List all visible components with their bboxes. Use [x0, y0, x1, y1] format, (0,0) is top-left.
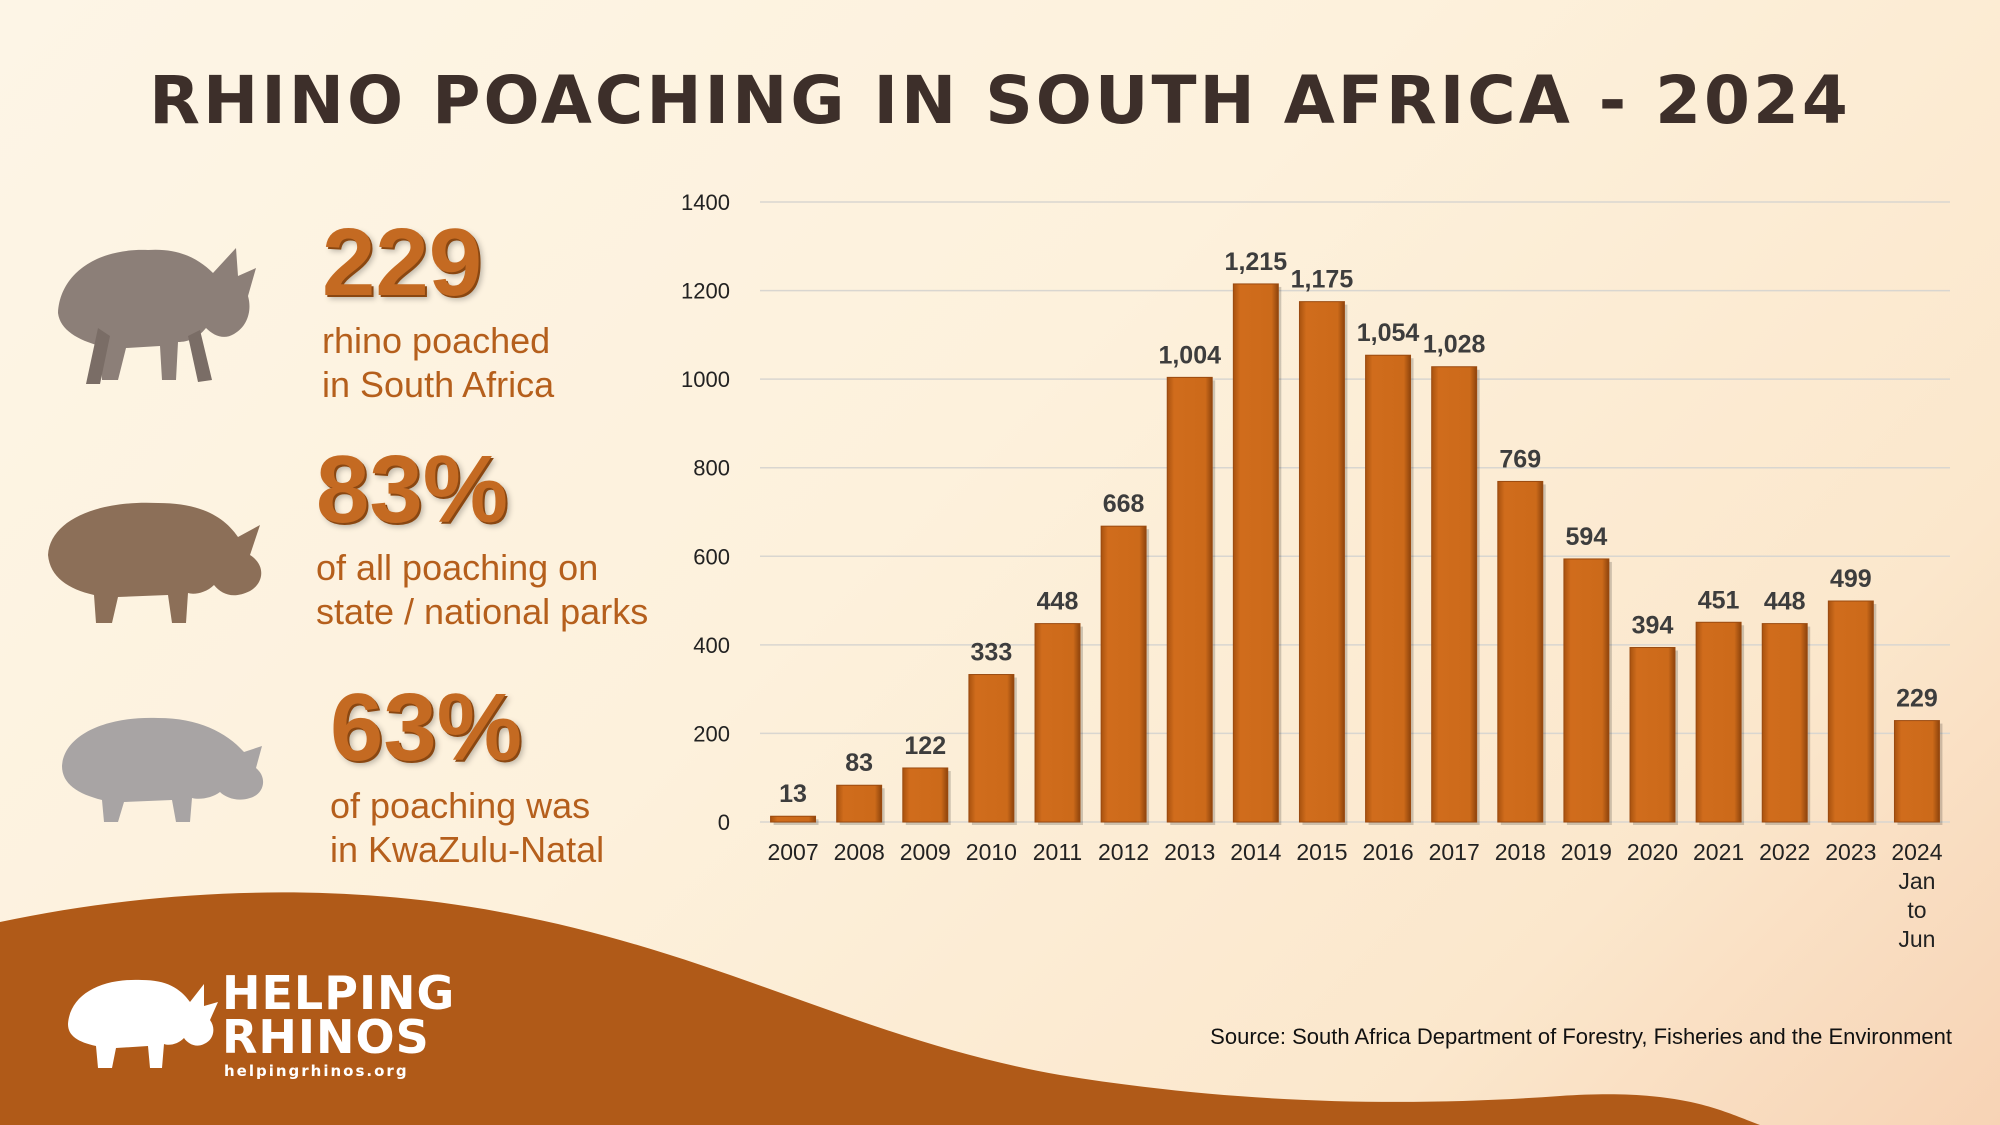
- stat-label: state / national parks: [316, 591, 649, 632]
- bar: [1166, 376, 1213, 823]
- bar: [770, 815, 817, 823]
- y-tick-label: 1200: [681, 279, 730, 304]
- data-label: 499: [1830, 565, 1872, 593]
- y-tick-label: 1000: [681, 367, 730, 392]
- data-label: 394: [1632, 612, 1674, 640]
- stat-label: of all poaching on: [316, 547, 599, 588]
- black-rhino-icon: [58, 248, 256, 384]
- y-tick-label: 800: [693, 456, 730, 481]
- y-tick-label: 200: [693, 721, 730, 746]
- data-label: 769: [1499, 445, 1541, 473]
- stat-label: rhino poached: [322, 320, 551, 361]
- bar: [1563, 558, 1610, 823]
- data-label: 1,175: [1291, 266, 1354, 294]
- stat-kzn: 63% of poaching was in KwaZulu-Natal: [330, 680, 604, 872]
- bar: [1629, 647, 1676, 823]
- bar: [1365, 354, 1412, 823]
- data-label: 448: [1764, 588, 1806, 616]
- data-label: 448: [1037, 588, 1079, 616]
- data-label: 1,054: [1357, 319, 1420, 347]
- data-label: 122: [904, 732, 946, 760]
- x-tick-label: 2021: [1693, 839, 1744, 865]
- x-tick-label: 2009: [900, 839, 951, 865]
- stat-label: in South Africa: [322, 364, 555, 405]
- bar: [902, 767, 949, 823]
- x-tick-label: 2018: [1495, 839, 1546, 865]
- x-tick-label: 2017: [1429, 839, 1480, 865]
- stat-label: in KwaZulu-Natal: [330, 829, 605, 870]
- rhino-logo-icon: [68, 979, 218, 1068]
- bar: [1893, 720, 1940, 823]
- bar: [1497, 480, 1544, 823]
- x-tick-label: 2010: [966, 839, 1017, 865]
- y-tick-label: 400: [693, 633, 730, 658]
- bar: [1695, 621, 1742, 823]
- logo-line-2: RHINOS: [222, 1010, 430, 1064]
- grid-lines: [760, 201, 1950, 823]
- bar: [1232, 283, 1279, 823]
- y-tick-label: 0: [718, 810, 730, 835]
- y-tick-label: 600: [693, 544, 730, 569]
- x-tick-label: 2024 Jan to Jun: [1891, 839, 1942, 952]
- x-tick-label: 2007: [767, 839, 818, 865]
- data-label: 594: [1566, 523, 1608, 551]
- data-label: 229: [1896, 685, 1938, 713]
- data-label: 451: [1698, 586, 1740, 614]
- bar: [1034, 623, 1081, 823]
- stat-value: 229: [322, 209, 483, 316]
- logo-url: helpingrhinos.org: [224, 1062, 409, 1080]
- y-axis: 0 200 400 600 800 1000 1200 1400: [681, 190, 730, 835]
- bars: [770, 283, 1943, 826]
- rhino-calf-icon: [62, 717, 264, 822]
- stat-value: 63%: [330, 674, 523, 781]
- bar: [1827, 600, 1874, 823]
- x-tick-label: 2023: [1825, 839, 1876, 865]
- white-rhino-icon: [48, 502, 262, 623]
- x-tick-label: 2022: [1759, 839, 1810, 865]
- x-tick-label: 2011: [1033, 839, 1082, 865]
- stat-poached: 229 rhino poached in South Africa: [322, 215, 554, 407]
- bar: [1298, 301, 1345, 823]
- x-tick-label: 2016: [1362, 839, 1413, 865]
- x-tick-label: 2013: [1164, 839, 1215, 865]
- bar: [1761, 623, 1808, 823]
- stat-label: of poaching was: [330, 785, 591, 826]
- bar: [836, 784, 883, 823]
- x-axis: 2007 2008 2009 2010 2011 2012 2013 2014 2015 2016…: [767, 839, 1942, 952]
- data-label: 1,215: [1225, 248, 1288, 276]
- x-tick-label: 2014: [1230, 839, 1281, 865]
- x-tick-label: 2012: [1098, 839, 1149, 865]
- logo-line-1: HELPING: [222, 966, 456, 1020]
- data-label: 1,028: [1423, 331, 1486, 359]
- x-tick-label: 2020: [1627, 839, 1678, 865]
- x-tick-label: 2019: [1561, 839, 1612, 865]
- page-title: RHINO POACHING IN SOUTH AFRICA - 2024: [149, 62, 1851, 139]
- data-label: 13: [779, 780, 807, 808]
- bar: [1431, 366, 1478, 823]
- stat-parks: 83% of all poaching on state / national …: [316, 442, 648, 634]
- data-label: 83: [845, 749, 873, 777]
- x-tick-label: 2008: [834, 839, 885, 865]
- x-tick-label: 2015: [1296, 839, 1347, 865]
- bar: [968, 674, 1015, 823]
- stat-value: 83%: [316, 436, 509, 543]
- data-label: 1,004: [1158, 341, 1221, 369]
- data-label: 333: [971, 639, 1013, 667]
- source-note: Source: South Africa Department of Fores…: [1210, 1024, 1952, 1049]
- bar: [1100, 525, 1147, 823]
- y-tick-label: 1400: [681, 190, 730, 215]
- data-label: 668: [1103, 490, 1145, 518]
- helping-rhinos-logo: HELPING RHINOS helpingrhinos.org: [62, 962, 454, 1082]
